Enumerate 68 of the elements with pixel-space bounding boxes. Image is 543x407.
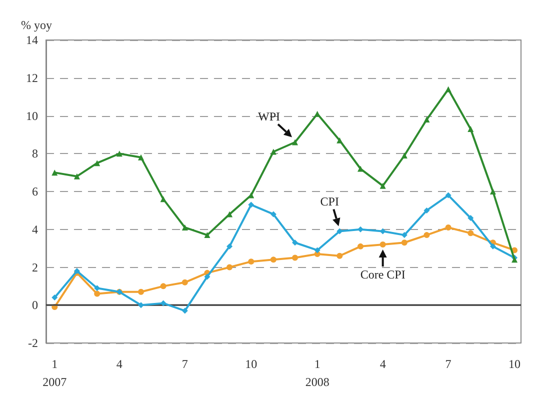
point <box>490 188 496 194</box>
x-tick-label: 4 <box>116 357 122 371</box>
point <box>490 243 496 250</box>
point <box>424 232 430 238</box>
y-tick-label: -2 <box>28 336 38 350</box>
point <box>94 285 100 292</box>
y-tick-label: 8 <box>32 146 38 161</box>
y-tick-label: 10 <box>26 108 38 123</box>
y-tick-label: 0 <box>32 298 38 312</box>
point <box>138 302 144 308</box>
y-tick-label: 6 <box>32 184 38 198</box>
point <box>292 254 298 261</box>
point <box>401 240 408 246</box>
point <box>226 243 233 250</box>
point <box>336 137 343 144</box>
point <box>314 110 320 117</box>
x-tick-label: 1 2007 <box>42 357 67 389</box>
point <box>182 224 188 230</box>
y-tick-label: 14 <box>26 33 38 47</box>
point <box>204 232 210 238</box>
point <box>424 207 430 214</box>
y-tick-label: 12 <box>26 70 38 85</box>
point <box>94 290 100 297</box>
annotation: WPI <box>258 109 280 124</box>
point <box>380 242 386 248</box>
point <box>292 240 298 246</box>
x-tick-label: 7 <box>445 357 452 371</box>
point <box>182 308 188 314</box>
point <box>445 224 452 230</box>
point <box>424 116 430 123</box>
y-tick-label: 4 <box>32 222 38 236</box>
point <box>314 247 320 254</box>
point <box>336 252 343 259</box>
x-tick-label: 10 <box>508 357 521 371</box>
y-axis-title: % yoy <box>21 18 52 32</box>
x-tick-label: 4 <box>380 357 386 371</box>
point <box>292 139 298 146</box>
point <box>270 148 276 155</box>
point <box>52 294 58 301</box>
point <box>445 192 452 198</box>
point <box>116 150 122 157</box>
x-tick-label: 7 <box>182 357 188 371</box>
point <box>226 264 233 270</box>
point <box>468 215 474 222</box>
point <box>74 173 80 180</box>
point <box>138 154 144 160</box>
point <box>468 230 474 236</box>
x-tick-label: 1 2008 <box>305 357 330 389</box>
annotation: Core CPI <box>360 268 406 282</box>
x-tick-label: 10 <box>245 357 258 371</box>
point <box>160 283 166 290</box>
point <box>270 211 276 218</box>
point <box>445 86 452 92</box>
point <box>248 202 254 208</box>
point <box>160 196 166 202</box>
point <box>380 182 386 189</box>
point <box>138 288 144 295</box>
point <box>401 152 408 159</box>
point <box>358 243 364 250</box>
point <box>248 258 254 265</box>
point <box>52 170 58 176</box>
point <box>270 256 276 263</box>
point <box>204 274 210 280</box>
point <box>182 279 188 286</box>
point <box>468 126 474 132</box>
point <box>94 160 100 166</box>
annotation: CPI <box>320 194 339 208</box>
y-tick-label: 2 <box>32 260 38 274</box>
